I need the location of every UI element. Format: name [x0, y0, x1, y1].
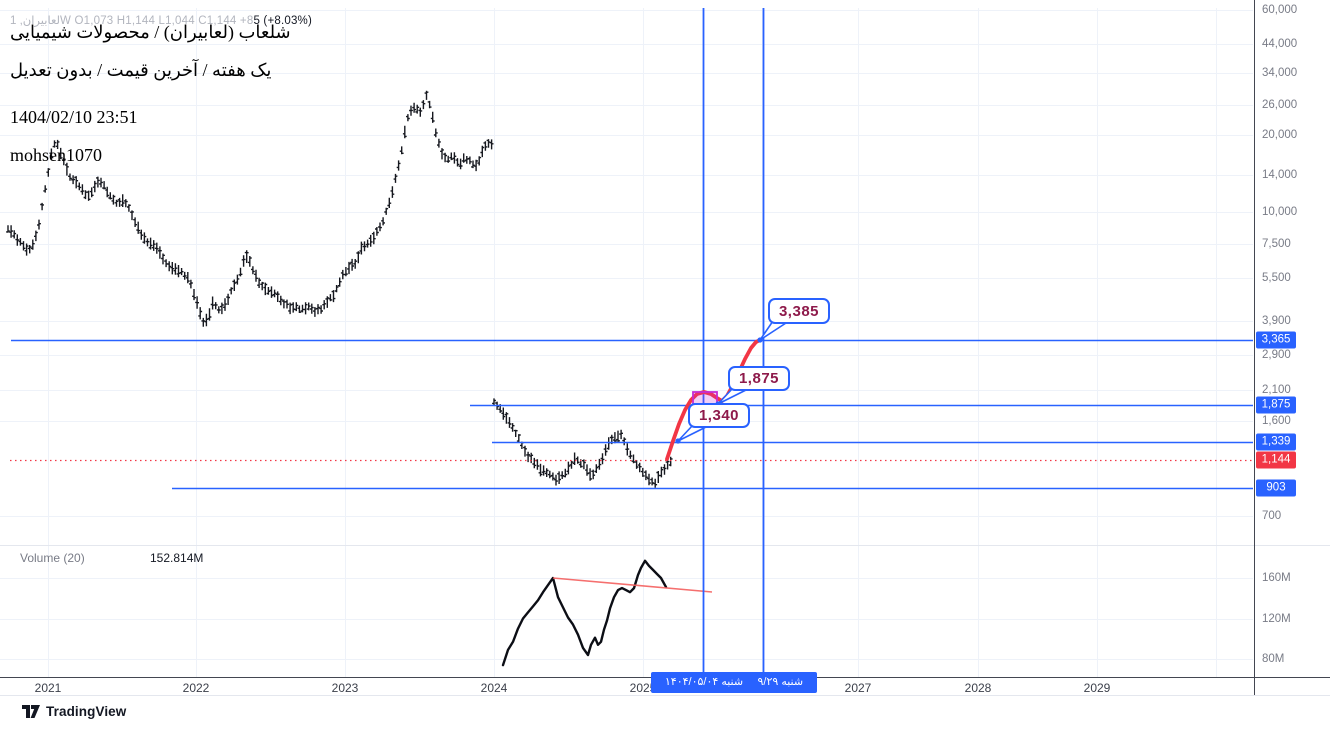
volume-trendline-drawing[interactable]	[552, 577, 713, 593]
price-bars-series	[6, 90, 494, 327]
price-tick-label: 7,500	[1262, 238, 1291, 250]
price-tick-label: 26,000	[1262, 99, 1298, 111]
level-price-badge: 3,365	[1256, 331, 1296, 349]
volume-study-label[interactable]: Volume (20)	[20, 551, 85, 565]
tradingview-logo-text: TradingView	[46, 704, 127, 719]
price-tick-label: 1,600	[1262, 415, 1291, 427]
legend-ohlc-values: O1,073 H1,144 L1,044 C1,144 +8	[71, 15, 254, 27]
price-tick-label: 2,100	[1262, 384, 1291, 396]
year-axis-label: 2024	[480, 681, 508, 695]
tradingview-logo-icon	[22, 705, 40, 718]
price-bars-series	[492, 398, 673, 488]
volume-tick-label: 160M	[1262, 572, 1291, 584]
legend-change-value: 5 (+8.03%)	[253, 15, 313, 27]
price-tick-label: 34,000	[1262, 67, 1298, 79]
legend-symbol-interval: لعابیران, 1W	[10, 15, 72, 27]
price-tick-label: 44,000	[1262, 38, 1298, 50]
date-tag[interactable]: شنبه ۱۴۰۴/۰۵/۰۴	[651, 672, 757, 693]
tradingview-logo[interactable]: TradingView	[22, 704, 126, 719]
year-axis-label: 2028	[964, 681, 992, 695]
price-tick-label: 700	[1262, 510, 1282, 522]
annotation-datetime[interactable]: 1404/02/10 23:51	[10, 107, 138, 127]
year-axis-label: 2023	[331, 681, 359, 695]
callout-anchor-dot[interactable]	[675, 438, 681, 444]
volume-ma-curve	[501, 559, 668, 667]
level-price-badge: 1,339	[1256, 433, 1296, 451]
price-tick-label: 5,500	[1262, 272, 1291, 284]
callout-anchor-dot[interactable]	[757, 337, 763, 343]
volume-tick-label: 120M	[1262, 613, 1291, 625]
price-callout-label[interactable]: 3,385	[768, 298, 830, 324]
year-axis-label: 2021	[34, 681, 62, 695]
year-axis-label: 2025	[629, 681, 657, 695]
price-tick-label: 60,000	[1262, 4, 1298, 16]
last-price-badge: 1,144	[1256, 451, 1296, 469]
price-tick-label: 20,000	[1262, 129, 1298, 141]
price-tick-label: 3,900	[1262, 315, 1291, 327]
price-tick-label: 14,000	[1262, 169, 1298, 181]
annotation-username[interactable]: mohsen1070	[10, 145, 102, 165]
volume-tick-label: 80M	[1262, 653, 1285, 665]
level-price-badge: 903	[1256, 479, 1296, 497]
price-callout-label[interactable]: 1,340	[688, 403, 750, 428]
annotation-symbol-title[interactable]: شلعاب (لعابیران) / محصولات شیمیایی	[10, 22, 291, 42]
year-axis-label: 2022	[182, 681, 210, 695]
year-axis-label: 2029	[1083, 681, 1111, 695]
volume-study-value: 152.814M	[150, 551, 204, 565]
annotation-interval-subtitle[interactable]: یک هفته / آخرین قیمت / بدون تعدیل	[10, 60, 272, 80]
year-axis-label: 2027	[844, 681, 872, 695]
price-tick-label: 2,900	[1262, 349, 1291, 361]
level-price-badge: 1,875	[1256, 396, 1296, 414]
price-callout-label[interactable]: 1,875	[728, 366, 790, 391]
symbol-legend[interactable]: لعابیران, 1W O1,073 H1,144 L1,044 C1,144…	[10, 13, 312, 27]
price-tick-label: 10,000	[1262, 206, 1298, 218]
